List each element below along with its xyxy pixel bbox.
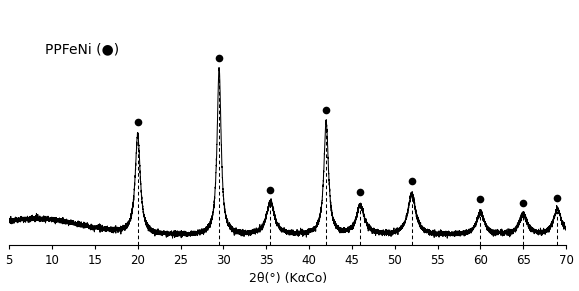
X-axis label: 2θ(°) (KαCo): 2θ(°) (KαCo) — [248, 272, 327, 285]
Text: PPFeNi (●): PPFeNi (●) — [45, 42, 119, 56]
